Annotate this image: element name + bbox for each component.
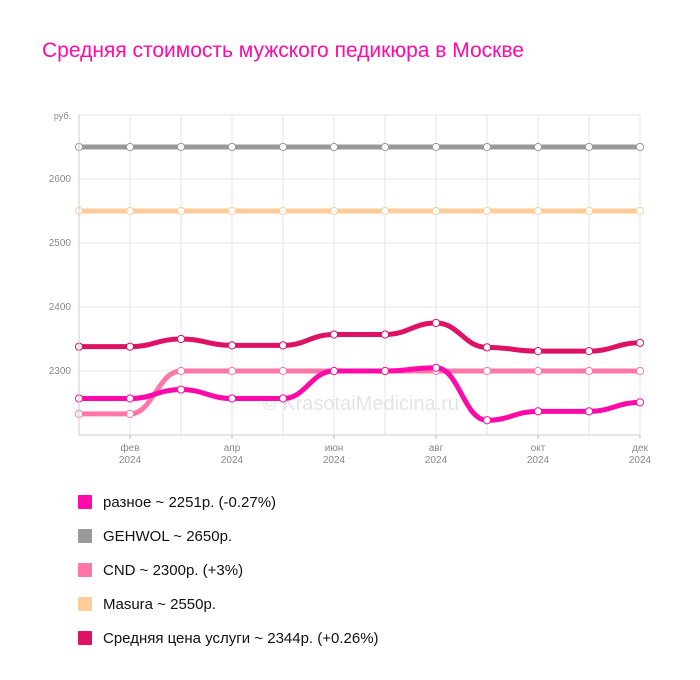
series-средняя-цена-услуги	[74, 318, 645, 356]
data-point	[176, 142, 186, 152]
data-point	[380, 330, 390, 339]
data-point	[584, 407, 594, 416]
data-point	[380, 206, 390, 216]
legend-item[interactable]: разное ~ 2251р. (-0.27%)	[78, 485, 379, 519]
data-point	[533, 206, 543, 216]
x-tick-label-year: 2024	[425, 455, 448, 466]
legend-item[interactable]: GEHWOL ~ 2650р.	[78, 519, 379, 553]
data-point	[482, 343, 492, 352]
data-point	[227, 394, 237, 403]
data-point	[431, 206, 441, 216]
legend-label: GEHWOL ~ 2650р.	[103, 527, 233, 545]
data-point	[635, 398, 645, 407]
x-tick-label-year: 2024	[323, 455, 346, 466]
data-point	[533, 366, 543, 376]
data-point	[278, 394, 288, 403]
data-point	[125, 206, 135, 216]
line-chart: © KrasotaiMedicina.ru 2300240025002600ру…	[49, 111, 652, 466]
data-point	[278, 206, 288, 216]
data-point	[278, 366, 288, 376]
x-tick-label-year: 2024	[119, 455, 142, 466]
legend-label: Masura ~ 2550р.	[103, 595, 216, 613]
legend: разное ~ 2251р. (-0.27%) GEHWOL ~ 2650р. C…	[78, 485, 379, 655]
legend-item[interactable]: CND ~ 2300р. (+3%)	[78, 553, 379, 587]
series-group	[74, 142, 645, 425]
data-point	[125, 142, 135, 152]
grid	[78, 114, 641, 435]
data-point	[482, 142, 492, 152]
legend-item[interactable]: Masura ~ 2550р.	[78, 587, 379, 621]
data-point	[176, 206, 186, 216]
legend-swatch	[78, 495, 92, 509]
x-tick-label-month: фев	[120, 442, 139, 454]
x-tick-label-month: апр	[224, 443, 241, 454]
x-tick-label-year: 2024	[629, 455, 652, 466]
data-point	[176, 366, 186, 376]
series-gehwol	[74, 142, 645, 152]
data-point	[278, 341, 288, 350]
data-point	[482, 416, 492, 425]
data-point	[329, 142, 339, 152]
legend-swatch	[78, 563, 92, 577]
y-axis-unit-label: руб.	[54, 111, 71, 121]
x-tick-label-month: июн	[325, 443, 344, 454]
data-point	[482, 366, 492, 376]
data-point	[584, 142, 594, 152]
y-tick-label: 2500	[49, 238, 72, 249]
data-point	[584, 206, 594, 216]
data-point	[125, 409, 135, 418]
data-point	[533, 142, 543, 152]
legend-swatch	[78, 597, 92, 611]
data-point	[125, 342, 135, 351]
legend-swatch	[78, 631, 92, 645]
data-point	[227, 206, 237, 216]
y-tick-label: 2300	[49, 366, 72, 377]
x-tick-label-month: окт	[531, 443, 546, 454]
data-point	[227, 366, 237, 376]
data-point	[482, 206, 492, 216]
data-point	[584, 347, 594, 356]
data-point	[125, 394, 135, 403]
data-point	[329, 366, 339, 376]
watermark: © KrasotaiMedicina.ru	[262, 393, 459, 415]
data-point	[329, 330, 339, 339]
data-point	[176, 385, 186, 394]
data-point	[380, 366, 390, 376]
legend-label: разное ~ 2251р. (-0.27%)	[103, 493, 277, 511]
series-line	[76, 320, 643, 354]
data-point	[431, 142, 441, 152]
data-point	[533, 407, 543, 416]
chart-title: Средняя стоимость мужского педикюра в Мо…	[42, 39, 524, 62]
series-разное	[74, 363, 645, 425]
data-point	[431, 318, 441, 328]
y-tick-label: 2600	[49, 174, 72, 185]
legend-label: CND ~ 2300р. (+3%)	[103, 561, 244, 579]
data-point	[584, 366, 594, 376]
data-point	[227, 142, 237, 152]
series-masura	[74, 206, 645, 216]
x-tick-label-month: авг	[429, 443, 444, 454]
data-point	[533, 347, 543, 356]
data-point	[380, 142, 390, 152]
legend-item[interactable]: Средняя цена услуги ~ 2344р. (+0.26%)	[78, 621, 379, 655]
legend-label: Средняя цена услуги ~ 2344р. (+0.26%)	[103, 629, 379, 647]
data-point	[278, 142, 288, 152]
data-point	[635, 366, 645, 376]
data-point	[431, 363, 441, 372]
data-point	[176, 334, 186, 344]
data-point	[635, 142, 645, 152]
axes: 2300240025002600руб.фев2024апр2024июн202…	[49, 111, 652, 466]
y-tick-label: 2400	[49, 302, 72, 313]
data-point	[635, 338, 645, 347]
data-point	[329, 206, 339, 216]
x-tick-label-year: 2024	[527, 455, 550, 466]
x-tick-label-year: 2024	[221, 455, 244, 466]
legend-swatch	[78, 529, 92, 543]
data-point	[635, 206, 645, 216]
x-tick-label-month: дек	[632, 443, 648, 454]
data-point	[227, 341, 237, 350]
